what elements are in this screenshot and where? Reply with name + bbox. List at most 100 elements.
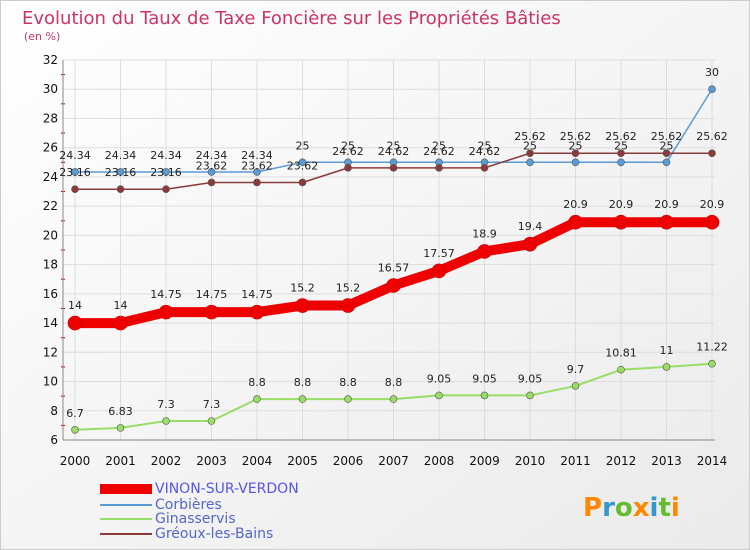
- data-label: 9.05: [472, 372, 497, 385]
- data-label: 24.34: [105, 149, 137, 162]
- chart-subtitle: (en %): [24, 30, 60, 43]
- label-layer: 6.7 6.83 7.3 7.3 8.8 8.8 8.8 8.8 9.05 9.05 9.05 9.7…: [59, 66, 728, 420]
- x-tick-label: 2009: [469, 454, 500, 468]
- data-point: [571, 158, 580, 167]
- data-label: 9.05: [518, 372, 543, 385]
- data-label: 30: [705, 66, 719, 79]
- data-label: 24.62: [378, 145, 410, 158]
- data-point: [207, 417, 216, 425]
- data-point: [298, 178, 307, 187]
- chart-title: Evolution du Taux de Taxe Foncière sur l…: [22, 8, 561, 29]
- data-point: [249, 304, 265, 320]
- series-gr-oux-les-bains: [71, 149, 716, 193]
- data-label: 20.9: [654, 198, 679, 211]
- data-point: [344, 395, 352, 403]
- data-point: [113, 315, 128, 331]
- data-point: [298, 158, 307, 167]
- legend-label: Gréoux-les-Bains: [155, 526, 273, 542]
- data-point: [116, 168, 125, 176]
- data-label: 25.62: [605, 130, 637, 143]
- y-tick-label: 18: [43, 258, 58, 272]
- data-point: [617, 158, 625, 167]
- data-point: [162, 168, 170, 176]
- legend-label: Corbières: [155, 497, 222, 513]
- data-point: [571, 382, 580, 390]
- data-label: 25: [387, 139, 401, 152]
- data-label: 23.16: [59, 166, 91, 179]
- data-label: 23.62: [241, 159, 273, 172]
- data-point: [708, 149, 716, 158]
- y-tick-label: 12: [43, 345, 58, 359]
- data-label: 9.7: [567, 363, 585, 376]
- data-point: [480, 164, 489, 172]
- data-point: [613, 214, 629, 230]
- data-point: [659, 214, 674, 230]
- data-point: [340, 298, 356, 313]
- data-point: [116, 424, 125, 432]
- data-point: [568, 214, 583, 230]
- x-tick-label: 2002: [151, 454, 182, 468]
- data-label: 25.62: [560, 130, 592, 143]
- data-point: [480, 391, 489, 400]
- y-tick-label: 26: [43, 141, 58, 155]
- data-label: 25: [614, 139, 628, 152]
- x-tick-label: 2013: [651, 454, 682, 468]
- data-point: [158, 304, 174, 320]
- data-label: 25.62: [696, 130, 728, 143]
- data-label: 24.34: [59, 149, 91, 162]
- data-point: [162, 417, 170, 425]
- data-point: [386, 278, 401, 293]
- data-label: 14.75: [241, 288, 273, 301]
- data-label: 14.75: [150, 288, 182, 301]
- brand-text: Proxiti: [583, 493, 680, 523]
- x-tick-label: 2012: [606, 454, 637, 468]
- data-label: 8.8: [385, 376, 403, 389]
- x-tick-label: 2004: [242, 454, 273, 468]
- data-label: 7.3: [203, 398, 221, 411]
- data-label: 24.62: [469, 145, 501, 158]
- data-label: 17.57: [423, 247, 455, 260]
- data-label: 10.81: [605, 347, 637, 360]
- data-point: [526, 158, 534, 167]
- data-point: [71, 425, 79, 434]
- data-point: [617, 365, 625, 374]
- data-point: [435, 164, 443, 172]
- y-tick-label: 14: [43, 316, 58, 330]
- x-tick-label: 2003: [196, 454, 227, 468]
- data-label: 25: [569, 139, 583, 152]
- legend-label: VINON-SUR-VERDON: [155, 481, 299, 497]
- y-tick-label: 24: [43, 170, 58, 184]
- data-label: 14.75: [196, 288, 228, 301]
- series-corbi-res: [71, 85, 716, 176]
- data-point: [526, 149, 534, 158]
- data-label: 18.9: [472, 227, 497, 240]
- data-point: [204, 304, 219, 320]
- data-point: [708, 359, 716, 368]
- y-tick-label: 10: [43, 375, 58, 389]
- y-tick-label: 28: [43, 111, 58, 125]
- data-point: [522, 236, 538, 252]
- data-label: 16.57: [378, 262, 410, 275]
- data-point: [389, 164, 398, 172]
- data-label: 23.62: [287, 159, 319, 172]
- data-label: 15.2: [290, 282, 315, 295]
- data-label: 14: [114, 299, 128, 312]
- y-tick-label: 22: [43, 199, 58, 213]
- data-point: [298, 395, 307, 403]
- x-tick-label: 2006: [333, 454, 364, 468]
- data-label: 25.62: [514, 130, 546, 143]
- data-label: 23.16: [105, 166, 137, 179]
- data-label: 25: [660, 139, 674, 152]
- x-tick-label: 2001: [105, 454, 136, 468]
- data-point: [477, 244, 492, 259]
- data-label: 15.2: [336, 282, 361, 295]
- y-tick-label: 6: [50, 433, 58, 447]
- data-label: 23.62: [196, 159, 228, 172]
- data-label: 25: [432, 139, 446, 152]
- data-label: 25: [296, 139, 310, 152]
- data-point: [435, 391, 443, 400]
- legend-label: Ginasservis: [155, 511, 236, 527]
- data-label: 6.83: [108, 405, 133, 418]
